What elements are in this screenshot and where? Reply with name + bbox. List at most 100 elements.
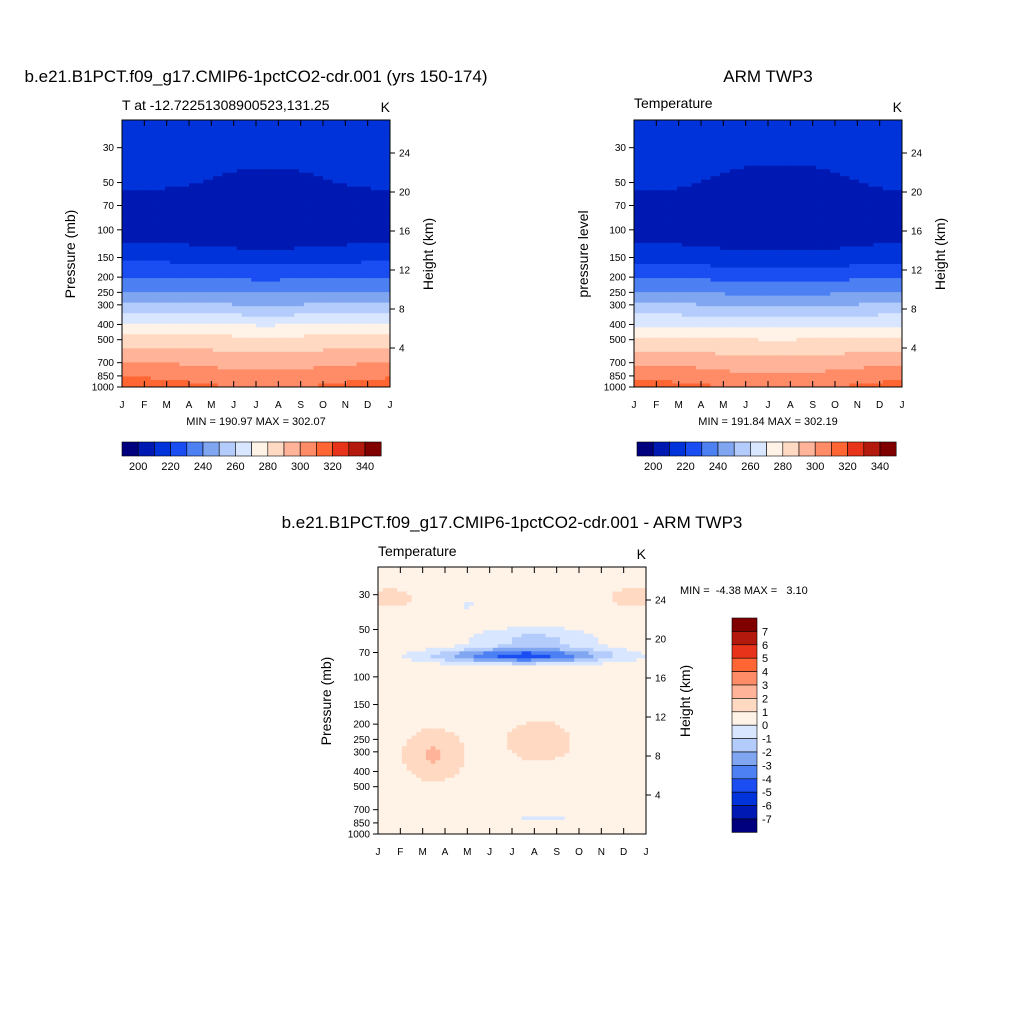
- x-tick-label: N: [342, 400, 349, 411]
- contour-cell: [265, 169, 271, 174]
- contour-cell: [878, 144, 884, 149]
- contour-cell: [356, 260, 362, 265]
- contour-cell: [155, 165, 161, 170]
- contour-cell: [342, 334, 348, 339]
- contour-cell: [289, 260, 295, 265]
- contour-cell: [313, 242, 319, 248]
- contour-cell: [126, 372, 133, 378]
- contour-cell: [897, 130, 902, 135]
- contour-cell: [323, 158, 329, 163]
- contour-cell: [863, 155, 870, 160]
- contour-cell: [299, 162, 305, 167]
- contour-cell: [155, 197, 161, 202]
- contour-cell: [184, 299, 190, 304]
- contour-cell: [122, 218, 128, 223]
- contour-cell: [667, 134, 673, 139]
- contour-cell: [227, 221, 233, 226]
- contour-cell: [169, 260, 176, 265]
- contour-cell: [299, 204, 305, 209]
- contour-cell: [294, 242, 300, 248]
- contour-cell: [198, 120, 204, 125]
- contour-cell: [380, 158, 386, 163]
- contour-cell: [308, 158, 315, 163]
- contour-cell: [198, 274, 204, 279]
- contour-cell: [686, 144, 693, 149]
- contour-cell: [179, 218, 185, 223]
- contour-cell: [145, 320, 152, 325]
- contour-cell: [796, 144, 803, 149]
- contour-cell: [169, 295, 176, 300]
- contour-cell: [385, 320, 390, 325]
- contour-cell: [126, 369, 133, 374]
- contour-cell: [236, 235, 243, 241]
- contour-cell: [370, 337, 377, 342]
- contour-cell: [227, 320, 233, 325]
- contour-cell: [222, 239, 228, 244]
- contour-cell: [122, 274, 128, 279]
- contour-cell: [265, 193, 271, 198]
- contour-cell: [768, 127, 774, 132]
- contour-cell: [193, 197, 200, 202]
- contour-cell: [126, 376, 133, 381]
- contour-cell: [136, 148, 142, 153]
- contour-cell: [136, 348, 142, 353]
- contour-cell: [289, 130, 295, 135]
- contour-cell: [198, 344, 204, 349]
- contour-cell: [260, 151, 267, 156]
- contour-cell: [370, 257, 377, 262]
- contour-cell: [203, 172, 209, 177]
- contour-cell: [882, 144, 889, 149]
- contour-cell: [174, 327, 181, 332]
- contour-cell: [246, 320, 252, 325]
- contour-cell: [265, 257, 271, 262]
- contour-cell: [126, 221, 133, 226]
- contour-cell: [208, 151, 214, 156]
- contour-cell: [342, 137, 348, 142]
- contour-cell: [346, 165, 353, 170]
- contour-cell: [279, 372, 286, 378]
- contour-cell: [337, 344, 343, 349]
- contour-cell: [667, 155, 673, 160]
- contour-cell: [227, 172, 233, 177]
- contour-cell: [150, 249, 157, 255]
- contour-cell: [370, 179, 377, 184]
- contour-cell: [342, 239, 348, 244]
- contour-cell: [193, 137, 200, 142]
- contour-cell: [189, 372, 195, 378]
- contour-cell: [208, 200, 214, 205]
- colorbar-swatch: [364, 441, 382, 457]
- contour-cell: [169, 292, 176, 297]
- contour-cell: [227, 151, 233, 156]
- contour-cell: [131, 134, 137, 139]
- contour-cell: [232, 295, 238, 300]
- contour-cell: [318, 334, 324, 339]
- contour-cell: [179, 211, 185, 216]
- contour-cell: [265, 137, 271, 142]
- contour-cell: [342, 221, 348, 226]
- contour-cell: [806, 127, 812, 132]
- contour-cell: [849, 120, 855, 125]
- contour-cell: [251, 179, 257, 184]
- contour-cell: [284, 257, 291, 262]
- contour-cell: [212, 232, 219, 237]
- contour-cell: [131, 267, 137, 272]
- y-tick-label: 100: [97, 225, 114, 236]
- contour-cell: [189, 235, 195, 241]
- contour-cell: [193, 344, 200, 349]
- contour-cell: [748, 120, 755, 125]
- contour-cell: [265, 288, 271, 293]
- contour-cell: [246, 176, 252, 181]
- panel1-units: K: [381, 99, 391, 115]
- contour-cell: [385, 214, 390, 219]
- contour-cell: [260, 235, 267, 241]
- contour-cell: [174, 344, 181, 349]
- contour-cell: [236, 383, 243, 387]
- contour-cell: [193, 295, 200, 300]
- contour-cell: [222, 169, 228, 174]
- contour-cell: [174, 362, 181, 367]
- contour-cell: [136, 257, 142, 262]
- contour-cell: [275, 274, 281, 279]
- contour-cell: [892, 148, 898, 153]
- contour-cell: [270, 362, 276, 367]
- contour-cell: [131, 369, 137, 374]
